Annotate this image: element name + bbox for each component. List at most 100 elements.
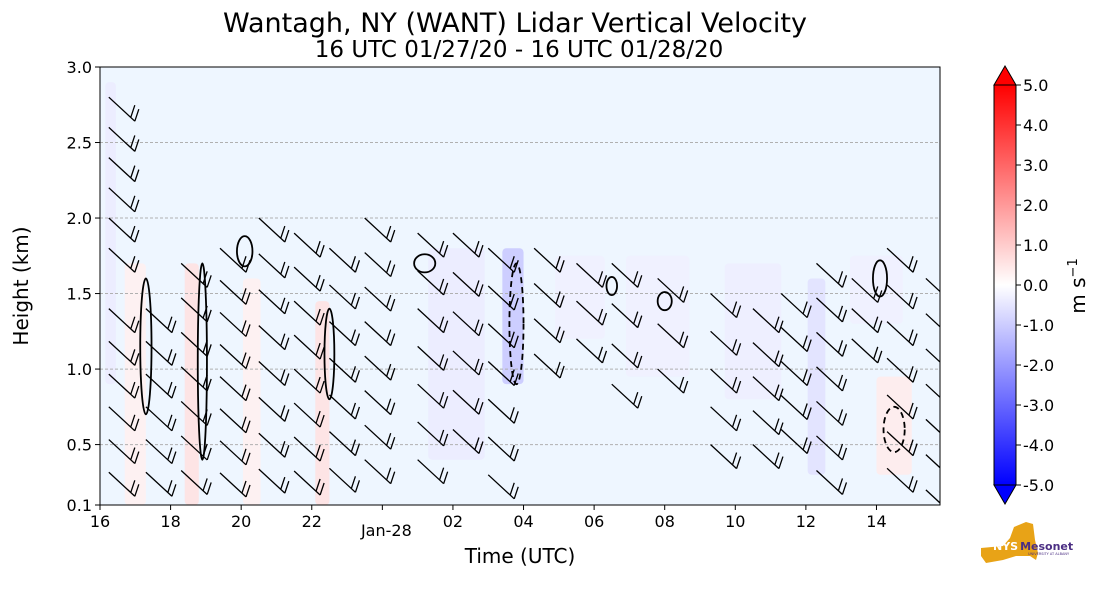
wind-barb xyxy=(925,418,940,434)
wind-barb xyxy=(180,262,212,288)
velocity-patch xyxy=(242,278,261,505)
wind-barb xyxy=(533,353,565,379)
contour-line xyxy=(323,307,336,401)
colorbar-tick-label: 0.0 xyxy=(1023,276,1048,295)
wind-barb xyxy=(886,467,918,493)
wind-barb xyxy=(452,429,484,454)
colorbar-tick-label: -4.0 xyxy=(1023,436,1054,455)
colorbar-tick-label: -5.0 xyxy=(1023,476,1054,495)
colorbar: 5.0 4.0 3.0 2.0 1.0 0.0 -1.0 -2.0 -3.0 -4.0 -5.0 m… xyxy=(993,65,1090,505)
wind-barb xyxy=(328,357,361,383)
wind-barb xyxy=(364,321,396,347)
contour-line xyxy=(656,291,673,312)
wind-barb xyxy=(108,406,140,432)
wind-barb xyxy=(533,318,565,344)
wind-barb xyxy=(219,472,251,498)
wind-barb xyxy=(816,297,848,323)
colorbar-extend-max xyxy=(993,65,1017,86)
wind-barb xyxy=(925,348,940,363)
wind-barb xyxy=(108,187,140,213)
contour-line xyxy=(882,405,906,454)
wind-barb xyxy=(452,271,484,297)
wind-barb xyxy=(258,504,260,505)
wind-barb xyxy=(258,325,290,351)
x-tick-label: 14 xyxy=(866,512,886,531)
colorbar-label-exponent: −1 xyxy=(1066,258,1081,277)
contour-line xyxy=(413,253,437,274)
wind-barb xyxy=(258,361,290,386)
x-tick-label: 08 xyxy=(655,512,675,531)
wind-barb xyxy=(752,410,784,436)
velocity-patch xyxy=(876,376,912,475)
wind-barb xyxy=(108,247,140,273)
wind-barb xyxy=(364,252,396,278)
wind-barb xyxy=(925,489,940,504)
velocity-patch xyxy=(105,82,116,385)
wind-barb xyxy=(780,293,812,319)
logo-subtext: UNIVERSITY AT ALBANY xyxy=(1028,552,1070,556)
contour-line xyxy=(236,235,254,268)
wind-barb xyxy=(293,266,325,292)
wind-barb xyxy=(780,395,812,420)
wind-barb xyxy=(364,424,396,450)
velocity-patch xyxy=(124,263,146,505)
plot-frame xyxy=(99,66,941,506)
wind-barb xyxy=(108,217,140,243)
wind-barb xyxy=(780,429,812,454)
wind-barb xyxy=(108,126,140,152)
x-tick-label: Jan-28 xyxy=(360,521,412,540)
y-tick-label: 1.5 xyxy=(67,285,92,304)
chart-subtitle: 16 UTC 01/27/20 - 16 UTC 01/28/20 xyxy=(315,37,724,63)
wind-barb xyxy=(886,284,918,310)
colorbar-extend-min xyxy=(993,484,1017,505)
wind-barb xyxy=(886,394,918,420)
wind-barb xyxy=(219,408,251,434)
chart-title: Wantagh, NY (WANT) Lidar Vertical Veloci… xyxy=(223,8,807,39)
velocity-patch xyxy=(184,263,199,505)
wind-barb xyxy=(611,303,643,329)
wind-barb xyxy=(816,262,848,288)
wind-barb xyxy=(328,321,361,347)
wind-barb xyxy=(219,311,251,337)
wind-barb xyxy=(219,376,251,402)
velocity-patch xyxy=(315,301,330,505)
x-axis-label: Time (UTC) xyxy=(464,544,576,568)
wind-barb xyxy=(180,400,212,426)
wind-barb xyxy=(886,357,918,383)
wind-barb xyxy=(258,468,290,494)
wind-barb xyxy=(576,300,608,326)
wind-barb xyxy=(328,394,361,420)
wind-barb xyxy=(180,366,212,392)
velocity-patch xyxy=(625,255,690,377)
nys-mesonet-logo: NYS Mesonet UNIVERSITY AT ALBANY xyxy=(981,522,1073,563)
wind-barb xyxy=(258,432,290,458)
wind-barb xyxy=(816,435,848,461)
wind-barb xyxy=(180,331,212,357)
wind-barb xyxy=(417,459,449,485)
wind-barb xyxy=(487,361,519,386)
wind-barb xyxy=(293,402,325,428)
wind-barb xyxy=(752,342,784,368)
wind-barb xyxy=(816,504,818,505)
wind-barb xyxy=(258,396,290,422)
colorbar-tick-label: 3.0 xyxy=(1023,156,1048,175)
wind-barb xyxy=(328,284,361,310)
colorbar-tick-label: -2.0 xyxy=(1023,356,1054,375)
wind-barb xyxy=(487,323,519,349)
wind-barb xyxy=(452,232,484,258)
x-tick-label: 16 xyxy=(90,512,110,531)
wind-barb xyxy=(108,504,110,505)
wind-barb xyxy=(657,368,689,394)
colorbar-tick-label: 4.0 xyxy=(1023,116,1048,135)
wind-barb xyxy=(417,345,449,371)
wind-barb xyxy=(887,504,889,505)
x-tick-label: 02 xyxy=(443,512,463,531)
y-axis-label: Height (km) xyxy=(9,226,33,345)
wind-barb xyxy=(108,157,140,183)
velocity-patch xyxy=(555,255,605,339)
wind-barb xyxy=(364,355,396,381)
wind-barb xyxy=(816,400,848,426)
wind-barb xyxy=(258,217,290,243)
wind-barb xyxy=(293,368,325,394)
x-tick-label: 12 xyxy=(796,512,816,531)
